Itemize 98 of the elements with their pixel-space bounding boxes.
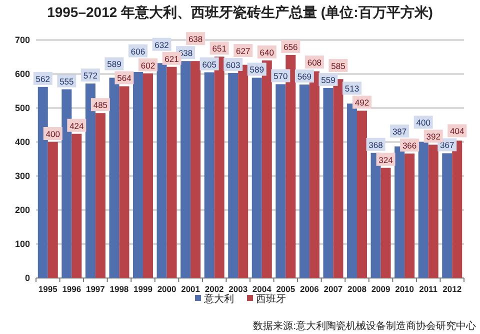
data-label: 424 <box>70 120 84 131</box>
data-label: 589 <box>107 59 122 70</box>
y-tick-label: 100 <box>14 239 30 249</box>
x-tick-label: 2008 <box>348 284 367 294</box>
source-note: 数据来源:意大利陶瓷机械设备制造商协会研究中心 <box>253 320 476 332</box>
y-tick-label: 500 <box>14 103 30 113</box>
bar <box>133 72 143 278</box>
x-tick-label: 2004 <box>252 284 272 294</box>
data-label: 564 <box>117 73 132 84</box>
y-tick-label: 300 <box>14 171 30 181</box>
data-label: 585 <box>331 60 346 71</box>
data-label: 485 <box>93 100 108 110</box>
chart-title: 1995–2012 年意大利、西班牙瓷砖生产总量 (单位:百万平方米) <box>47 4 433 20</box>
bar <box>276 84 286 278</box>
y-tick-label: 700 <box>14 35 30 45</box>
x-tick-label: 2005 <box>276 284 296 294</box>
data-label: 656 <box>284 42 298 52</box>
bar <box>166 66 177 278</box>
data-label: 400 <box>46 129 60 139</box>
legend-label: 西班牙 <box>256 293 286 305</box>
bar <box>156 63 167 278</box>
data-label: 638 <box>188 34 203 44</box>
bar <box>252 78 262 278</box>
bar <box>380 168 391 278</box>
x-tick-label: 1996 <box>62 284 82 294</box>
x-tick-label: 2009 <box>371 284 390 294</box>
data-label: 555 <box>60 76 74 86</box>
x-tick-label: 2012 <box>442 284 462 294</box>
bar <box>204 72 214 278</box>
x-tick-label: 2006 <box>300 284 320 294</box>
x-tick-label: 1998 <box>110 284 129 294</box>
x-tick-label: 2011 <box>419 284 438 294</box>
bar <box>347 104 357 278</box>
data-label: 572 <box>83 70 98 81</box>
bar <box>180 61 191 278</box>
bar <box>370 152 381 278</box>
x-tick-label: 2002 <box>204 284 224 294</box>
data-label: 513 <box>344 84 360 94</box>
bar <box>309 71 320 278</box>
bar <box>442 153 452 278</box>
legend-label: 意大利 <box>203 293 234 305</box>
bar <box>418 142 428 278</box>
y-tick-label: 400 <box>14 137 30 147</box>
y-tick-label: 600 <box>14 69 30 79</box>
data-label: 632 <box>154 40 170 50</box>
bar <box>262 60 272 278</box>
bar <box>404 154 415 278</box>
data-label: 368 <box>368 140 384 150</box>
bar <box>333 79 344 278</box>
x-tick-label: 2001 <box>181 284 200 294</box>
bar <box>323 88 334 278</box>
bar <box>72 134 82 278</box>
bar <box>85 84 96 278</box>
data-label: 603 <box>226 60 240 70</box>
data-label: 366 <box>402 140 417 151</box>
data-label: 651 <box>212 44 227 54</box>
data-label: 570 <box>274 71 288 82</box>
bar <box>38 86 48 278</box>
bar <box>299 84 310 278</box>
data-label: 640 <box>260 47 274 58</box>
bar <box>452 140 462 278</box>
x-tick-label: 2010 <box>395 284 414 294</box>
x-tick-label: 1999 <box>134 284 153 294</box>
data-label: 608 <box>307 58 322 68</box>
bar <box>190 61 201 278</box>
data-label: 324 <box>378 154 394 165</box>
x-tick-label: 2000 <box>157 284 176 294</box>
x-tick-label: 1995 <box>38 284 58 294</box>
data-label: 367 <box>440 140 454 150</box>
bar <box>109 78 120 278</box>
x-tick-label: 1997 <box>86 284 106 294</box>
data-label: 562 <box>36 74 50 84</box>
bar <box>143 73 153 278</box>
data-label: 569 <box>297 72 312 82</box>
bar <box>95 113 106 278</box>
data-label: 387 <box>392 126 407 137</box>
x-tick-label: 2003 <box>228 284 248 294</box>
data-label: 400 <box>416 118 431 128</box>
data-label: 602 <box>140 60 156 70</box>
bar <box>357 110 367 278</box>
data-label: 621 <box>164 54 180 64</box>
bar <box>286 54 296 278</box>
data-label: 404 <box>450 126 464 136</box>
data-label: 606 <box>130 46 146 56</box>
data-label: 589 <box>250 64 264 75</box>
bar <box>238 64 248 278</box>
data-label: 392 <box>426 132 441 142</box>
data-label: 627 <box>236 46 250 56</box>
data-label: 605 <box>202 59 217 70</box>
bar <box>428 144 438 278</box>
x-tick-label: 2007 <box>324 284 343 294</box>
data-label: 492 <box>354 98 370 108</box>
y-tick-label: 200 <box>14 205 30 215</box>
data-label: 559 <box>321 74 336 85</box>
y-tick-label: 0 <box>24 273 30 283</box>
bar <box>119 86 130 278</box>
bar <box>48 142 58 278</box>
bar <box>228 72 238 278</box>
